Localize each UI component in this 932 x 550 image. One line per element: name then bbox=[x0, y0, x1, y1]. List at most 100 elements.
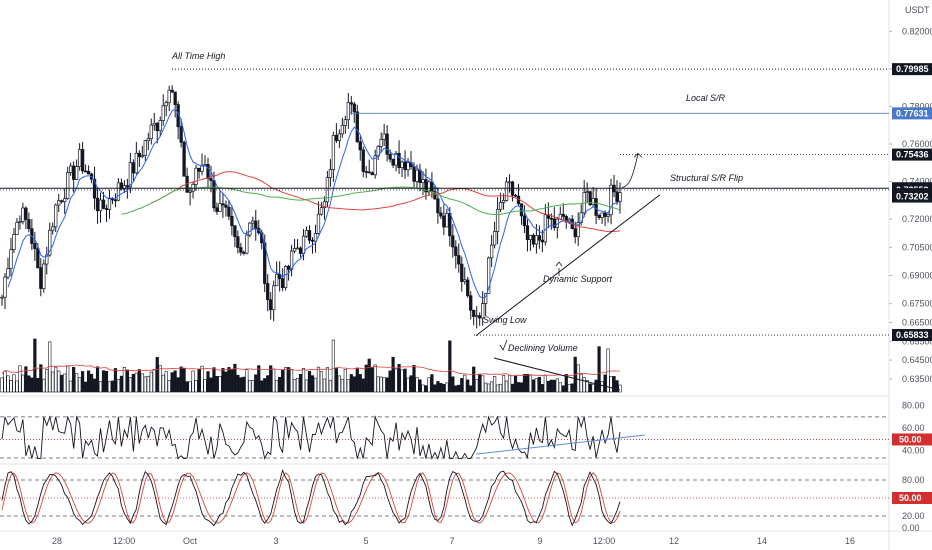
volume-bar bbox=[66, 365, 70, 393]
price-tick-label: 0.64500 bbox=[902, 355, 932, 365]
candle-down bbox=[254, 220, 258, 229]
candle-down bbox=[537, 235, 542, 241]
volume-bar bbox=[292, 379, 297, 393]
candle-up bbox=[146, 138, 150, 142]
candle-up bbox=[275, 273, 279, 287]
candle-down bbox=[33, 243, 37, 249]
candle-down bbox=[370, 172, 374, 176]
candle-up bbox=[245, 234, 249, 254]
volume-bar bbox=[221, 368, 225, 393]
candle-down bbox=[137, 152, 141, 158]
volume-bar bbox=[197, 368, 201, 393]
volume-bar bbox=[125, 369, 129, 393]
candle-up bbox=[585, 191, 589, 193]
volume-bar bbox=[600, 381, 604, 393]
candle-up bbox=[331, 134, 336, 170]
volume-bar bbox=[522, 374, 527, 393]
volume-bar bbox=[561, 385, 565, 393]
candle-down bbox=[125, 185, 130, 188]
candle-down bbox=[454, 246, 458, 256]
candle-down bbox=[412, 166, 416, 182]
candle-down bbox=[173, 91, 177, 105]
volume-bar bbox=[472, 366, 476, 393]
candle-up bbox=[251, 220, 255, 224]
volume-bar bbox=[612, 376, 616, 393]
candle-up bbox=[576, 222, 580, 238]
volume-bar bbox=[194, 380, 198, 393]
candle-down bbox=[358, 141, 362, 151]
volume-bar bbox=[606, 348, 610, 393]
volume-bar bbox=[433, 384, 437, 393]
volume-bar bbox=[107, 381, 112, 393]
volume-bar bbox=[534, 378, 539, 393]
volume-bar bbox=[83, 381, 88, 393]
volume-bar bbox=[272, 368, 276, 393]
volume-bar bbox=[343, 368, 347, 393]
volume-bar bbox=[298, 373, 303, 393]
volume-bar bbox=[173, 370, 177, 393]
volume-bar bbox=[334, 368, 338, 393]
candle-down bbox=[242, 251, 246, 254]
candle-up bbox=[316, 213, 321, 234]
annotation-structural-sr-flip: Structural S/R Flip bbox=[670, 173, 743, 183]
candle-up bbox=[328, 169, 333, 178]
candle-up bbox=[421, 179, 425, 183]
volume-bar bbox=[307, 371, 312, 393]
candle-up bbox=[161, 105, 165, 121]
candle-down bbox=[552, 218, 556, 228]
volume-bar bbox=[266, 375, 270, 393]
candle-down bbox=[352, 103, 356, 113]
volume-bar bbox=[448, 340, 452, 393]
candle-up bbox=[484, 293, 488, 304]
volume-bar bbox=[597, 346, 601, 393]
price-tag-label: 0.73202 bbox=[896, 192, 929, 202]
volume-bar bbox=[487, 383, 491, 393]
volume-bar bbox=[576, 364, 580, 393]
volume-bar bbox=[346, 379, 350, 393]
price-tick-label: 0.69000 bbox=[902, 271, 932, 281]
currency-label: USDT bbox=[905, 5, 930, 15]
volume-bar bbox=[340, 378, 344, 393]
candle-up bbox=[149, 124, 153, 140]
candle-down bbox=[355, 111, 359, 143]
candle-down bbox=[233, 225, 237, 238]
volume-bar bbox=[564, 374, 568, 393]
candle-down bbox=[460, 263, 464, 282]
price-tag bbox=[892, 329, 932, 342]
candle-down bbox=[442, 215, 446, 228]
dynamic-support-arrow-head bbox=[555, 261, 563, 267]
candle-down bbox=[239, 247, 243, 253]
candle-down bbox=[594, 198, 598, 216]
volume-bar bbox=[436, 381, 440, 393]
candle-up bbox=[400, 161, 404, 169]
candle-down bbox=[230, 215, 234, 227]
candle-up bbox=[382, 133, 386, 140]
candle-down bbox=[418, 169, 422, 183]
candle-down bbox=[367, 171, 371, 174]
volume-bar bbox=[176, 377, 180, 393]
candle-up bbox=[301, 235, 306, 254]
volume-bar bbox=[116, 379, 121, 393]
annotation-all-time-high: All Time High bbox=[171, 51, 225, 61]
price-tick-label: 0.63500 bbox=[902, 374, 932, 384]
volume-bar bbox=[445, 382, 449, 393]
annotation-declining-volume: Declining Volume bbox=[508, 343, 578, 353]
volume-bar bbox=[149, 371, 153, 393]
candle-down bbox=[424, 179, 428, 193]
volume-bar bbox=[382, 377, 386, 393]
volume-bar bbox=[182, 368, 186, 393]
volume-bar bbox=[379, 376, 383, 393]
volume-bar bbox=[519, 382, 524, 393]
volume-bar bbox=[528, 374, 533, 393]
candle-down bbox=[310, 239, 315, 242]
volume-bar bbox=[525, 373, 530, 393]
candle-down bbox=[131, 162, 136, 174]
candle-up bbox=[188, 190, 192, 193]
candle-up bbox=[63, 198, 67, 203]
candle-up bbox=[445, 212, 449, 228]
price-tag-label: 0.75436 bbox=[896, 150, 929, 160]
volume-bar bbox=[78, 377, 82, 393]
volume-bar bbox=[185, 381, 189, 393]
candle-up bbox=[507, 181, 512, 184]
